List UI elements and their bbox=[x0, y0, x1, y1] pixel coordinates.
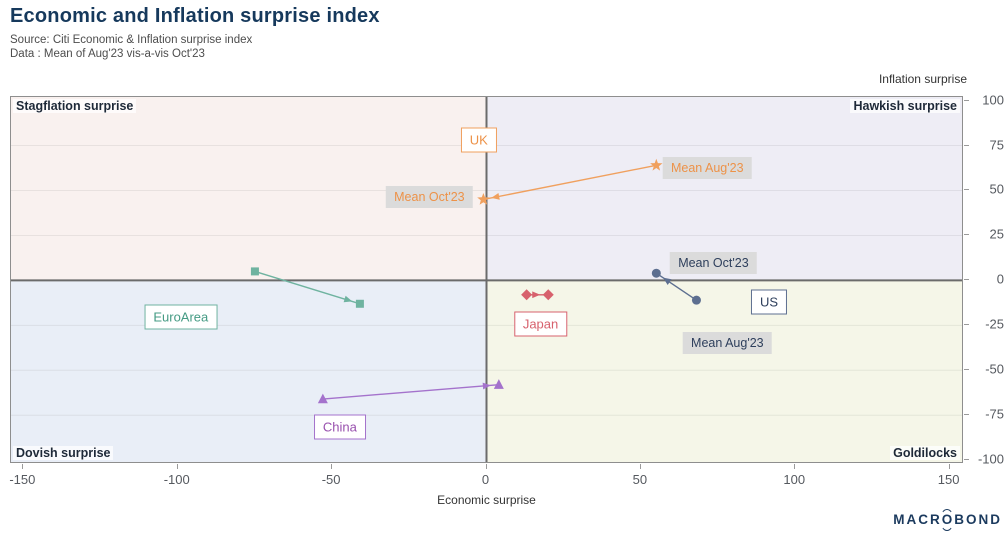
macrobond-logo: MACROBOND bbox=[893, 508, 1002, 531]
series-China-arrowhead bbox=[482, 382, 491, 390]
x-tick-label: 0 bbox=[481, 472, 490, 487]
y-tick-label: -50 bbox=[985, 361, 1004, 377]
series-China-label: China bbox=[313, 414, 366, 440]
series-Japan-marker-aug bbox=[521, 289, 533, 301]
x-tick-mark bbox=[639, 464, 641, 469]
logo-text-post: BOND bbox=[954, 512, 1002, 527]
x-tick-mark bbox=[176, 464, 178, 469]
series-UK-marker-aug bbox=[650, 158, 663, 171]
series-UK-point-label: Mean Oct'23 bbox=[386, 185, 473, 208]
series-EuroArea-marker-oct bbox=[355, 299, 364, 308]
x-tick-mark bbox=[794, 464, 796, 469]
y-tick-mark bbox=[964, 459, 969, 461]
series-EuroArea-marker-aug bbox=[250, 267, 259, 276]
y-tick-mark bbox=[964, 144, 969, 146]
x-tick-label: -50 bbox=[321, 472, 341, 487]
plot-area: Stagflation surprise Hawkish surprise Do… bbox=[10, 96, 963, 463]
y-axis-title: Inflation surprise bbox=[878, 72, 967, 86]
series-China-marker-oct bbox=[493, 379, 504, 389]
series-US-label: US bbox=[750, 289, 788, 315]
x-tick-mark bbox=[485, 464, 487, 469]
series-US-point-label: Mean Oct'23 bbox=[670, 252, 757, 275]
chart-title: Economic and Inflation surprise index bbox=[10, 5, 380, 27]
x-tick-label: 50 bbox=[632, 472, 648, 487]
y-tick-mark bbox=[964, 279, 969, 281]
y-tick-label: 75 bbox=[989, 137, 1004, 153]
label-overlay: UK Mean Aug'23 Mean Oct'23 US Mean Aug'23 Mea… bbox=[11, 97, 962, 462]
series-US-arrowhead bbox=[662, 277, 672, 285]
y-axis-ticks: 100 75 50 25 0 -25 -50 -75 -100 bbox=[964, 92, 1008, 467]
y-tick-label: 0 bbox=[996, 271, 1004, 287]
series-Japan-label: Japan bbox=[513, 311, 568, 337]
series-UK-arrow-line bbox=[483, 164, 657, 201]
series-US-marker-aug bbox=[691, 295, 701, 305]
series-EuroArea-arrowhead bbox=[343, 295, 353, 303]
quadrant-label-stagflation: Stagflation surprise bbox=[13, 99, 137, 113]
y-tick-label: 25 bbox=[989, 226, 1004, 242]
y-tick-label: -100 bbox=[977, 451, 1004, 467]
series-UK-marker-oct bbox=[477, 193, 490, 205]
series-US-marker-oct bbox=[651, 268, 661, 278]
y-tick-label: 100 bbox=[982, 92, 1004, 108]
x-tick-label: -100 bbox=[163, 472, 190, 487]
x-axis-ticks: -150 -100 -50 0 50 100 150 bbox=[9, 464, 963, 496]
series-UK-point-label: Mean Aug'23 bbox=[662, 157, 752, 180]
chart-source: Source: Citi Economic & Inflation surpri… bbox=[10, 34, 253, 46]
y-tick-mark bbox=[964, 99, 969, 101]
quadrant-label-hawkish: Hawkish surprise bbox=[850, 99, 960, 113]
series-EuroArea-label: EuroArea bbox=[144, 304, 218, 330]
series-China-marker-aug bbox=[317, 393, 328, 404]
quadrant-bottom-right bbox=[486, 280, 962, 462]
series-UK-arrowhead bbox=[491, 193, 500, 200]
y-tick-label: 50 bbox=[989, 181, 1004, 197]
series-UK-label: UK bbox=[460, 127, 497, 153]
series-Japan-marker-oct bbox=[542, 289, 554, 301]
x-tick-label: 150 bbox=[937, 472, 960, 487]
logo-text-pre: MACR bbox=[893, 512, 942, 527]
series-Japan-arrowhead bbox=[532, 291, 541, 299]
y-tick-mark bbox=[964, 189, 969, 191]
x-tick-label: 100 bbox=[783, 472, 806, 487]
quadrant-bottom-left bbox=[11, 280, 487, 462]
x-tick-mark bbox=[331, 464, 333, 469]
chart-data-note: Data : Mean of Aug'23 vis-a-vis Oct'23 bbox=[10, 48, 205, 60]
y-tick-mark bbox=[964, 324, 969, 326]
y-tick-label: -25 bbox=[985, 316, 1004, 332]
y-tick-label: -75 bbox=[985, 406, 1004, 422]
x-axis-title: Economic surprise bbox=[437, 493, 536, 507]
y-tick-mark bbox=[964, 414, 969, 416]
series-China-arrow-line bbox=[322, 383, 499, 400]
x-tick-mark bbox=[948, 464, 950, 469]
y-tick-mark bbox=[964, 234, 969, 236]
quadrant-label-goldilocks: Goldilocks bbox=[890, 446, 960, 460]
x-tick-label: -150 bbox=[9, 472, 36, 487]
series-EuroArea-arrow-line bbox=[254, 270, 361, 305]
logo-ring-o: O bbox=[939, 508, 955, 531]
y-tick-mark bbox=[964, 369, 969, 371]
x-tick-mark bbox=[22, 464, 24, 469]
quadrant-label-dovish: Dovish surprise bbox=[13, 446, 114, 460]
series-US-point-label: Mean Aug'23 bbox=[683, 332, 772, 355]
quadrant-top-right bbox=[486, 97, 962, 281]
